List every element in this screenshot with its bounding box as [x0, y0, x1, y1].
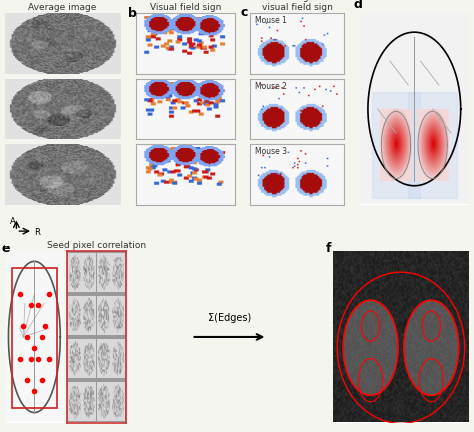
Polygon shape	[404, 300, 459, 395]
Title: Visual field sign: Visual field sign	[149, 3, 221, 12]
Bar	[12, 268, 56, 408]
Polygon shape	[343, 300, 398, 395]
Text: b: b	[128, 7, 137, 20]
Text: R: R	[35, 228, 40, 237]
Title: Seed pixel correlation: Seed pixel correlation	[47, 241, 146, 250]
Text: c: c	[241, 6, 248, 19]
Text: d: d	[354, 0, 363, 11]
Title: Average
visual field sign: Average visual field sign	[262, 0, 332, 12]
Title: Average image: Average image	[28, 3, 97, 12]
Text: e: e	[2, 242, 10, 255]
Text: Mouse 2: Mouse 2	[255, 82, 287, 91]
Text: Mouse 1: Mouse 1	[255, 16, 287, 25]
Text: Mouse 3: Mouse 3	[255, 147, 287, 156]
Text: f: f	[326, 242, 331, 255]
Text: A: A	[10, 216, 16, 226]
Text: Σ(Edges): Σ(Edges)	[208, 313, 251, 323]
